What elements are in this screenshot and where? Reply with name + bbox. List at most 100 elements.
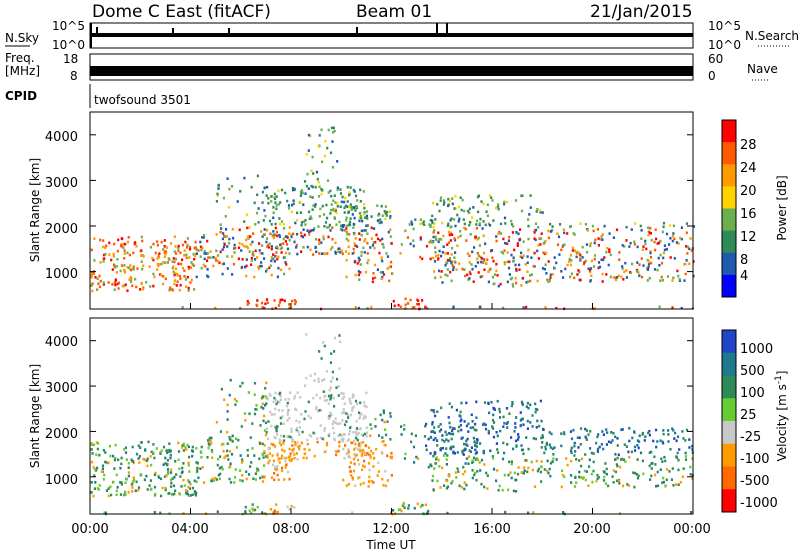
echo-cell [359,441,362,445]
echo-cell [91,452,94,455]
echo-cell [325,441,328,445]
echo-cell [318,242,321,245]
echo-cell [376,219,379,222]
echo-cell [117,458,120,461]
echo-cell [331,166,335,169]
echo-cell [625,445,628,448]
echo-cell [431,474,435,478]
echo-cell [524,263,527,266]
echo-cell [265,268,268,271]
echo-cell [486,214,489,217]
echo-cell [210,442,213,445]
freq-tick-top: 18 [63,52,78,66]
echo-cell [298,444,301,448]
echo-cell [141,287,145,291]
echo-cell [353,448,356,451]
echo-cell [285,243,289,246]
echo-cell [288,303,291,306]
echo-cell [477,236,480,240]
echo-cell [497,207,500,211]
echo-cell [387,230,390,234]
echo-cell [358,219,361,223]
echo-cell [579,259,582,262]
echo-cell [376,237,380,241]
echo-cell [276,433,279,436]
echo-cell [555,458,558,461]
echo-cell [209,250,212,253]
echo-cell [469,272,472,276]
echo-cell [476,251,479,255]
echo-cell [541,434,544,437]
echo-cell [282,242,285,245]
echo-cell [181,466,184,470]
echo-cell [282,223,285,226]
echo-cell [349,186,352,189]
echo-cell [337,250,340,254]
echo-cell [239,384,242,388]
echo-cell [492,406,495,410]
echo-cell [161,486,164,490]
echo-cell [621,267,624,270]
echo-cell [184,240,187,244]
echo-cell [177,246,180,249]
echo-cell [414,434,417,437]
echo-cell [446,243,449,246]
echo-cell [272,253,275,256]
echo-cell [141,267,144,271]
echo-cell [115,271,118,274]
date-label: 21/Jan/2015 [590,2,693,22]
echo-cell [166,468,170,471]
echo-cell [485,262,488,265]
echo-cell [351,396,354,399]
echo-cell [512,225,515,228]
echo-cell [403,457,406,460]
echo-cell [268,452,271,455]
echo-cell [335,453,338,457]
echo-cell [337,449,340,453]
echo-cell [334,250,337,254]
echo-cell [344,444,347,447]
echo-cell [601,430,604,433]
echo-cell [140,249,143,252]
echo-cell [580,464,583,468]
echo-cell [160,262,163,266]
echo-cell [327,402,330,406]
echo-cell [274,467,277,471]
echo-cell [119,493,123,496]
echo-cell [411,306,414,310]
echo-cell [346,439,349,442]
echo-cell [507,488,510,492]
echo-cell [283,478,286,481]
echo-cell [228,187,231,191]
echo-cell [540,232,543,235]
echo-cell [112,254,116,258]
echo-cell [381,477,384,481]
echo-cell [117,238,120,242]
echo-cell [641,431,645,435]
echo-cell [483,401,487,404]
echo-cell [349,400,352,403]
echo-cell [263,228,266,231]
echo-cell [365,405,368,409]
echo-cell [462,453,465,456]
echo-cell [446,261,449,265]
echo-cell [419,236,422,239]
echo-cell [294,443,297,447]
echo-cell [438,269,441,273]
echo-cell [430,408,433,412]
echo-cell [637,474,640,478]
echo-cell [256,174,259,178]
echo-cell [342,224,346,227]
echo-cell [187,289,190,292]
echo-cell [285,463,288,467]
echo-cell [419,218,422,221]
echo-cell [427,509,430,513]
echo-cell [496,451,500,454]
echo-cell [620,275,623,279]
echo-cell [392,509,395,512]
echo-cell [522,240,525,243]
echo-cell [434,276,437,280]
echo-cell [502,441,505,445]
echo-cell [487,270,490,273]
echo-cell [303,452,306,455]
